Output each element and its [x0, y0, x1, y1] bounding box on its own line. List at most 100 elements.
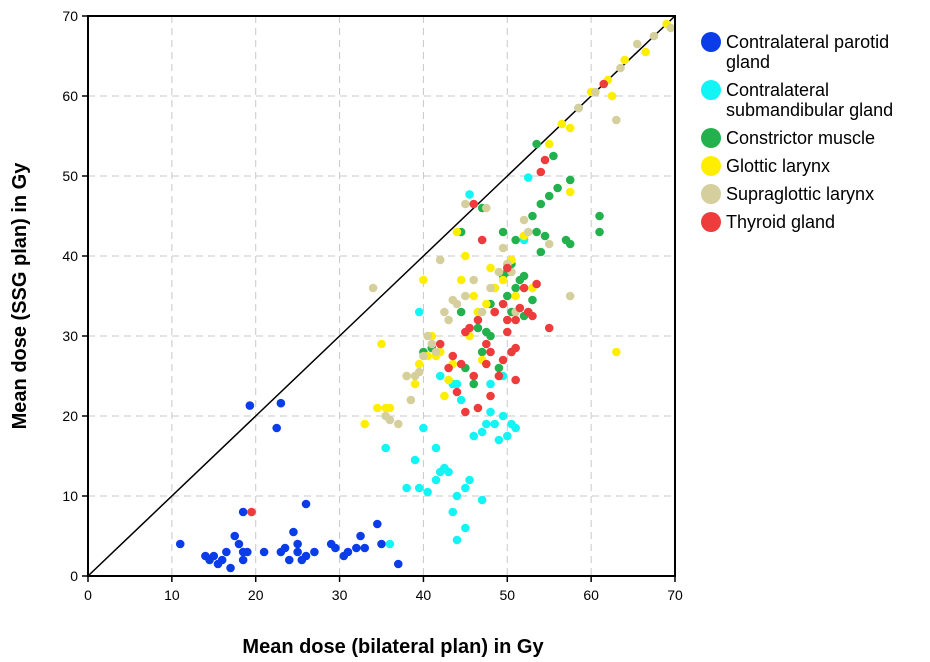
point-thyroid-gland: [532, 279, 541, 289]
point-contralateral-parotid-gland: [293, 547, 302, 557]
point-glottic-larynx: [607, 91, 617, 101]
point-contralateral-submandibular-gland: [452, 491, 462, 501]
point-thyroid-gland: [486, 347, 495, 357]
point-thyroid-gland: [247, 507, 256, 517]
point-contralateral-parotid-gland: [217, 555, 227, 565]
point-supraglottic-larynx: [406, 395, 416, 405]
point-constrictor-muscle: [494, 363, 504, 373]
point-contralateral-parotid-gland: [234, 539, 244, 549]
point-contralateral-submandibular-gland: [461, 523, 470, 533]
y-tick-label: 20: [62, 408, 78, 424]
point-contralateral-submandibular-gland: [419, 423, 428, 433]
point-glottic-larynx: [557, 119, 567, 129]
point-contralateral-parotid-gland: [175, 539, 185, 549]
point-constrictor-muscle: [536, 199, 546, 209]
point-contralateral-parotid-gland: [226, 563, 235, 573]
point-glottic-larynx: [410, 379, 420, 389]
point-contralateral-parotid-gland: [245, 401, 255, 410]
point-supraglottic-larynx: [523, 227, 533, 237]
point-constrictor-muscle: [565, 175, 575, 185]
point-contralateral-parotid-gland: [238, 507, 248, 517]
x-tick-label: 50: [499, 587, 515, 603]
point-contralateral-submandibular-gland: [452, 535, 462, 545]
y-tick-label: 30: [62, 328, 78, 344]
x-tick-label: 20: [248, 587, 264, 603]
point-thyroid-gland: [448, 351, 458, 361]
point-contralateral-submandibular-gland: [456, 395, 466, 405]
y-tick-label: 70: [62, 8, 78, 24]
point-supraglottic-larynx: [461, 199, 470, 209]
legend-label: Contralateral parotid gland: [726, 32, 889, 72]
point-constrictor-muscle: [486, 331, 495, 341]
point-thyroid-gland: [519, 283, 529, 293]
point-constrictor-muscle: [565, 239, 575, 249]
point-contralateral-submandibular-gland: [423, 487, 432, 497]
point-contralateral-parotid-gland: [301, 551, 311, 561]
point-supraglottic-larynx: [482, 203, 491, 213]
point-glottic-larynx: [469, 291, 479, 301]
point-supraglottic-larynx: [435, 255, 445, 265]
point-contralateral-submandibular-gland: [410, 455, 420, 465]
point-supraglottic-larynx: [591, 87, 600, 97]
y-tick-label: 0: [70, 568, 78, 584]
point-contralateral-submandibular-gland: [465, 475, 474, 485]
legend-item-glottic-larynx: Glottic larynx: [701, 156, 830, 176]
point-thyroid-gland: [536, 167, 546, 177]
point-thyroid-gland: [469, 199, 479, 209]
point-glottic-larynx: [360, 419, 370, 429]
point-supraglottic-larynx: [440, 307, 449, 317]
point-contralateral-parotid-gland: [393, 559, 403, 569]
point-supraglottic-larynx: [414, 367, 424, 377]
point-contralateral-parotid-gland: [289, 527, 298, 537]
point-thyroid-gland: [482, 359, 491, 369]
point-constrictor-muscle: [456, 307, 466, 317]
legend-label: Constrictor muscle: [726, 128, 875, 148]
point-constrictor-muscle: [511, 283, 520, 293]
point-contralateral-submandibular-gland: [523, 173, 533, 182]
point-thyroid-gland: [540, 155, 550, 165]
point-glottic-larynx: [414, 359, 424, 369]
point-thyroid-gland: [511, 315, 520, 325]
point-glottic-larynx: [452, 227, 462, 237]
point-glottic-larynx: [373, 403, 382, 413]
legend-marker: [701, 80, 721, 100]
point-contralateral-submandibular-gland: [498, 411, 508, 421]
point-supraglottic-larynx: [544, 239, 554, 249]
point-thyroid-gland: [490, 307, 500, 317]
point-thyroid-gland: [498, 355, 508, 365]
point-contralateral-parotid-gland: [356, 531, 365, 541]
point-contralateral-parotid-gland: [272, 423, 281, 433]
point-contralateral-parotid-gland: [209, 551, 219, 561]
point-glottic-larynx: [612, 347, 621, 357]
point-constrictor-muscle: [532, 139, 541, 149]
point-contralateral-parotid-gland: [293, 539, 302, 549]
point-glottic-larynx: [444, 375, 453, 385]
point-constrictor-muscle: [544, 191, 554, 201]
x-tick-label: 60: [583, 587, 599, 603]
point-thyroid-gland: [469, 371, 479, 381]
point-supraglottic-larynx: [461, 291, 470, 301]
point-supraglottic-larynx: [423, 331, 432, 341]
point-contralateral-parotid-gland: [310, 547, 319, 557]
point-constrictor-muscle: [511, 235, 520, 245]
point-contralateral-submandibular-gland: [385, 539, 395, 549]
identity-line: [87, 15, 676, 577]
point-supraglottic-larynx: [612, 115, 621, 125]
point-contralateral-submandibular-gland: [465, 190, 474, 199]
point-supraglottic-larynx: [431, 347, 441, 357]
point-supraglottic-larynx: [444, 315, 453, 325]
point-constrictor-muscle: [549, 151, 558, 161]
point-constrictor-muscle: [519, 271, 529, 281]
point-glottic-larynx: [620, 55, 629, 65]
x-axis-title: Mean dose (bilateral plan) in Gy: [242, 636, 544, 658]
point-supraglottic-larynx: [649, 31, 659, 41]
point-thyroid-gland: [502, 263, 512, 273]
point-constrictor-muscle: [595, 227, 604, 237]
y-tick-label: 40: [62, 248, 78, 264]
point-contralateral-parotid-gland: [343, 547, 353, 557]
point-thyroid-gland: [477, 235, 487, 245]
point-contralateral-submandibular-gland: [469, 431, 479, 441]
legend-item-thyroid-gland: Thyroid gland: [701, 212, 835, 232]
legend-marker: [701, 184, 721, 204]
